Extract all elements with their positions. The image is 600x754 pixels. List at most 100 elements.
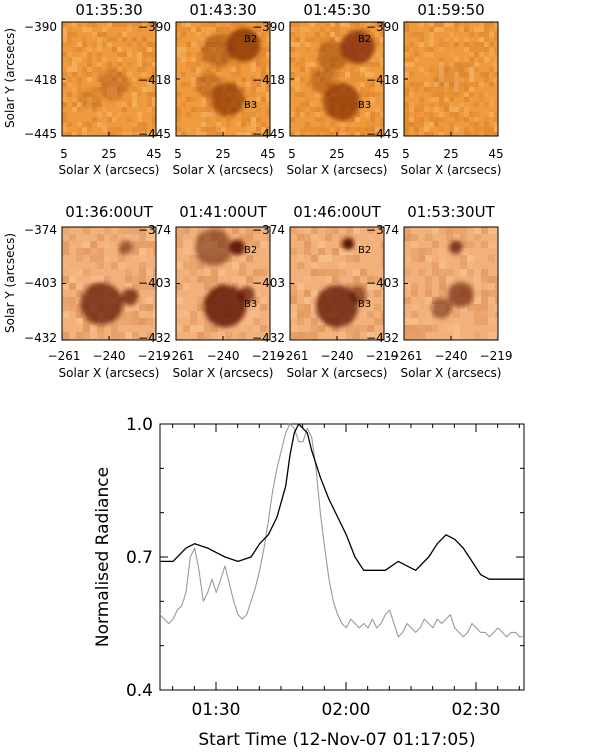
noise-pixel: [137, 57, 142, 62]
noise-pixel: [139, 255, 146, 262]
noise-pixel: [107, 97, 112, 102]
noise-pixel: [253, 297, 260, 304]
noise-pixel: [494, 132, 498, 136]
noise-pixel: [206, 97, 211, 102]
noise-pixel: [404, 117, 409, 122]
bright-point-features: [80, 69, 129, 110]
noise-pixel: [266, 52, 270, 57]
noise-pixel: [380, 122, 384, 127]
noise-pixel: [204, 269, 211, 276]
noise-pixel: [206, 67, 211, 72]
noise-pixel: [261, 57, 266, 62]
noise-pixel: [459, 107, 464, 112]
noise-pixel: [72, 32, 77, 37]
noise-pixel: [325, 269, 332, 276]
noise-pixel: [125, 234, 132, 241]
noise-pixel: [474, 117, 479, 122]
noise-pixel: [77, 107, 82, 112]
noise-pixel: [146, 297, 153, 304]
noise-pixel: [82, 122, 87, 127]
noise-pixel: [429, 47, 434, 52]
noise-pixel: [290, 72, 295, 77]
noise-pixel: [335, 72, 340, 77]
noise-pixel: [330, 27, 335, 32]
noise-pixel: [260, 297, 267, 304]
noise-pixel: [300, 32, 305, 37]
noise-pixel: [201, 22, 206, 27]
noise-pixel: [425, 276, 432, 283]
noise-pixel: [409, 92, 414, 97]
noise-pixel: [142, 47, 147, 52]
noise-pixel: [147, 82, 152, 87]
noise-pixel: [346, 248, 353, 255]
noise-pixel: [360, 87, 365, 92]
noise-pixel: [494, 77, 498, 82]
noise-pixel: [256, 107, 261, 112]
noise-pixel: [332, 269, 339, 276]
noise-pixel: [77, 127, 82, 132]
y-tick-label: −418: [138, 73, 171, 87]
noise-pixel: [350, 77, 355, 82]
noise-pixel: [246, 117, 251, 122]
noise-pixel: [153, 269, 156, 276]
noise-pixel: [419, 67, 424, 72]
noise-pixel: [370, 62, 375, 67]
noise-pixel: [256, 97, 261, 102]
feature-blob: [80, 282, 123, 326]
pixel-noise: [404, 22, 498, 136]
noise-pixel: [449, 22, 454, 27]
noise-pixel: [146, 332, 153, 339]
noise-pixel: [467, 283, 474, 290]
noise-pixel: [147, 102, 152, 107]
x-tick-label: −240: [321, 349, 354, 363]
noise-pixel: [97, 122, 102, 127]
noise-pixel: [76, 248, 83, 255]
noise-pixel: [76, 290, 83, 297]
feature-blob: [226, 27, 261, 62]
panel-title: 01:46:00UT: [293, 203, 381, 221]
noise-pixel: [83, 269, 90, 276]
noise-pixel: [339, 332, 346, 339]
noise-pixel: [367, 311, 374, 318]
noise-pixel: [495, 311, 498, 318]
noise-pixel: [353, 241, 360, 248]
noise-pixel: [239, 325, 246, 332]
y-tick-label: −374: [138, 223, 171, 237]
noise-pixel: [267, 290, 270, 297]
noise-pixel: [367, 234, 374, 241]
noise-pixel: [459, 62, 464, 67]
noise-pixel: [481, 269, 488, 276]
noise-pixel: [137, 27, 142, 32]
noise-pixel: [239, 283, 246, 290]
noise-pixel: [460, 241, 467, 248]
noise-pixel: [340, 122, 345, 127]
noise-pixel: [311, 269, 318, 276]
noise-pixel: [315, 117, 320, 122]
noise-pixel: [216, 132, 221, 136]
feature-label: B2: [358, 245, 371, 256]
noise-pixel: [330, 127, 335, 132]
noise-pixel: [464, 47, 469, 52]
noise-pixel: [221, 127, 226, 132]
noise-pixel: [414, 132, 419, 136]
noise-pixel: [127, 97, 132, 102]
noise-pixel: [411, 290, 418, 297]
noise-pixel: [196, 52, 201, 57]
noise-pixel: [411, 325, 418, 332]
noise-pixel: [464, 107, 469, 112]
noise-pixel: [290, 67, 295, 72]
noise-pixel: [419, 102, 424, 107]
noise-pixel: [315, 92, 320, 97]
noise-pixel: [267, 234, 270, 241]
noise-pixel: [132, 87, 137, 92]
noise-pixel: [375, 132, 380, 136]
noise-pixel: [432, 325, 439, 332]
noise-pixel: [253, 318, 260, 325]
noise-pixel: [72, 72, 77, 77]
noise-pixel: [290, 112, 295, 117]
noise-pixel: [418, 255, 425, 262]
noise-pixel: [439, 269, 446, 276]
noise-pixel: [429, 102, 434, 107]
noise-pixel: [370, 32, 375, 37]
noise-pixel: [181, 32, 186, 37]
